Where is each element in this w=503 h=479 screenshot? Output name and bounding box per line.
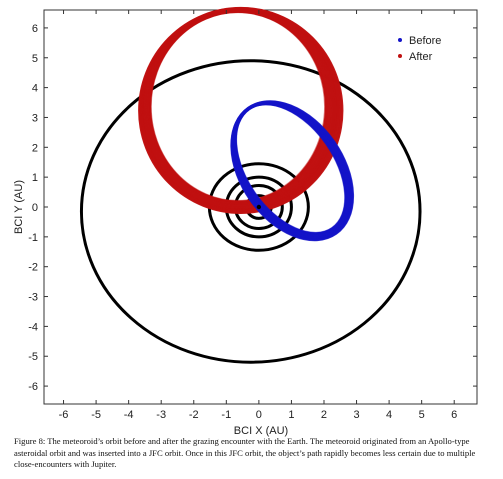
y-tick-label: 6 <box>32 23 38 35</box>
y-tick-label: 5 <box>32 53 38 65</box>
figure-caption: Figure 8: The meteoroid’s orbit before a… <box>14 436 476 469</box>
orbit-clone <box>230 100 355 242</box>
y-tick-label: 4 <box>32 83 38 95</box>
legend-label-after: After <box>409 51 433 63</box>
x-axis-title: BCI X (AU) <box>234 425 288 437</box>
legend-label-before: Before <box>409 35 441 47</box>
x-tick-label: 2 <box>321 409 327 421</box>
y-tick-label: -4 <box>28 321 38 333</box>
legend: Before After <box>398 35 441 63</box>
y-tick-label: -3 <box>28 292 38 304</box>
series-before-orbits <box>230 100 355 242</box>
x-tick-label: -6 <box>59 409 69 421</box>
y-tick-label: -6 <box>28 381 38 393</box>
y-tick-label: 0 <box>32 202 38 214</box>
y-tick-label: 1 <box>32 172 38 184</box>
y-axis-title: BCI Y (AU) <box>13 180 25 234</box>
x-tick-label: 6 <box>451 409 457 421</box>
x-tick-label: 1 <box>288 409 294 421</box>
orbit-clone <box>138 6 344 215</box>
x-tick-label: -1 <box>221 409 231 421</box>
orbit-layer <box>79 6 422 364</box>
legend-marker-after <box>398 54 402 58</box>
x-tick-label: 5 <box>419 409 425 421</box>
x-tick-label: -2 <box>189 409 199 421</box>
series-after-orbits <box>138 6 344 215</box>
legend-marker-before <box>398 38 402 42</box>
x-tick-label: 0 <box>256 409 262 421</box>
axis-ticks: -6 -5 -4 -3 -2 -1 0 1 2 3 4 5 6 -6 -5 -4 -3 -2 -1 0 1 2 3 4 5 6 <box>28 10 477 421</box>
x-tick-label: 3 <box>353 409 359 421</box>
y-tick-label: 3 <box>32 112 38 124</box>
sun-marker <box>256 204 262 210</box>
y-tick-label: -2 <box>28 262 38 274</box>
x-tick-label: -3 <box>156 409 166 421</box>
x-tick-label: -5 <box>91 409 101 421</box>
y-tick-label: 2 <box>32 142 38 154</box>
y-tick-label: -1 <box>28 232 38 244</box>
y-tick-label: -5 <box>28 351 38 363</box>
x-tick-label: -4 <box>124 409 134 421</box>
planet-orbit-5 <box>79 59 422 364</box>
x-tick-label: 4 <box>386 409 392 421</box>
